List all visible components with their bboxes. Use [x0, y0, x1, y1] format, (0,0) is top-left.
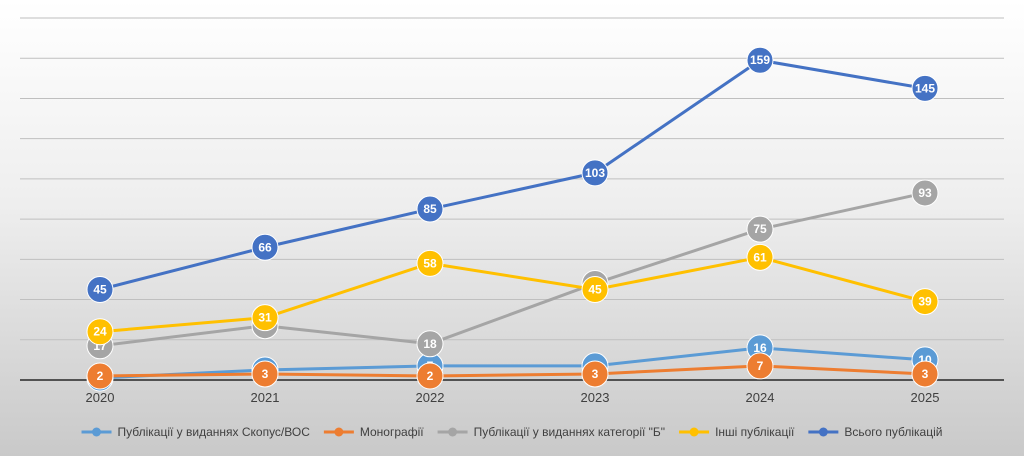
data-point: [251, 360, 279, 388]
series-line: [98, 364, 927, 378]
data-label: 45: [588, 283, 602, 297]
legend-item: Публікації у виданнях Скопус/ВОС: [81, 425, 311, 439]
legend-item: Публікації у виданнях категорії "Б": [437, 425, 665, 439]
data-point: [746, 46, 774, 74]
data-label: 31: [258, 311, 272, 325]
data-label: 2: [427, 369, 434, 383]
data-label: 24: [93, 325, 107, 339]
data-label: 75: [753, 222, 767, 236]
legend-label: Монографії: [360, 425, 424, 439]
legend-marker: [448, 427, 458, 437]
legend-marker: [689, 427, 699, 437]
legend-marker: [92, 427, 102, 437]
data-label: 2: [97, 369, 104, 383]
series-line: [98, 58, 927, 291]
legend-item: Всього публікацій: [808, 425, 942, 439]
data-label: 3: [262, 367, 269, 381]
x-tick-label: 2024: [746, 390, 775, 405]
data-label: 159: [750, 53, 770, 67]
data-point: [911, 74, 939, 102]
data-point: [911, 360, 939, 388]
legend-label: Всього публікацій: [844, 425, 942, 439]
series-line: [98, 255, 927, 334]
data-point: [911, 288, 939, 316]
data-label: 16: [753, 341, 767, 355]
legend-marker: [818, 427, 828, 437]
series-1: 2 3 2 3 7 3: [86, 352, 939, 390]
data-point: [746, 243, 774, 271]
x-axis: 2020 2021 2022 2023 2024 2025: [20, 379, 1004, 405]
x-tick-label: 2023: [581, 390, 610, 405]
series-4: 45 66 85 103 159 145: [86, 46, 939, 303]
legend: Публікації у виданнях Скопус/ВОС Монограф…: [81, 425, 942, 439]
data-point: [416, 249, 444, 277]
x-tick-label: 2020: [86, 390, 115, 405]
data-point: [581, 360, 609, 388]
gridlines: [20, 17, 1004, 341]
data-point: [86, 318, 114, 346]
data-point: [746, 215, 774, 243]
data-label: 39: [918, 295, 932, 309]
series-line: [98, 346, 927, 380]
legend-label: Інші публікації: [715, 425, 795, 439]
legend-marker: [334, 427, 344, 437]
data-label: 61: [753, 250, 767, 264]
data-point: [746, 352, 774, 380]
data-point: [416, 330, 444, 358]
series-line: [98, 191, 927, 348]
legend-label: Публікації у виданнях Скопус/ВОС: [118, 425, 311, 439]
data-label: 3: [922, 367, 929, 381]
data-label: 93: [918, 186, 932, 200]
data-label: 66: [258, 240, 272, 254]
data-label: 3: [592, 367, 599, 381]
legend-item: Інші публікації: [679, 425, 795, 439]
data-label: 103: [585, 166, 605, 180]
data-point: [86, 276, 114, 303]
data-point: [581, 159, 609, 187]
legend-label: Публікації у виданнях категорії "Б": [474, 425, 665, 439]
series-3: 24 31 58 45 61 39: [86, 243, 939, 346]
x-tick-label: 2025: [911, 390, 940, 405]
data-point: [251, 233, 279, 261]
data-label: 45: [93, 283, 107, 297]
data-point: [416, 362, 444, 390]
data-point: [86, 362, 114, 390]
legend-item: Монографії: [323, 425, 424, 439]
data-point: [251, 304, 279, 332]
data-label: 58: [423, 256, 437, 270]
data-point: [581, 276, 609, 303]
series-0: 5771610: [86, 334, 939, 392]
x-tick-label: 2021: [251, 390, 280, 405]
data-label: 18: [423, 337, 437, 351]
x-tick-label: 2022: [416, 390, 445, 405]
data-point: [416, 195, 444, 223]
series-lines: 5771610232373172718487593243158456139456…: [86, 46, 939, 392]
data-label: 85: [423, 202, 437, 216]
data-label: 145: [915, 81, 935, 95]
data-label: 7: [757, 359, 764, 373]
data-point: [911, 179, 939, 207]
